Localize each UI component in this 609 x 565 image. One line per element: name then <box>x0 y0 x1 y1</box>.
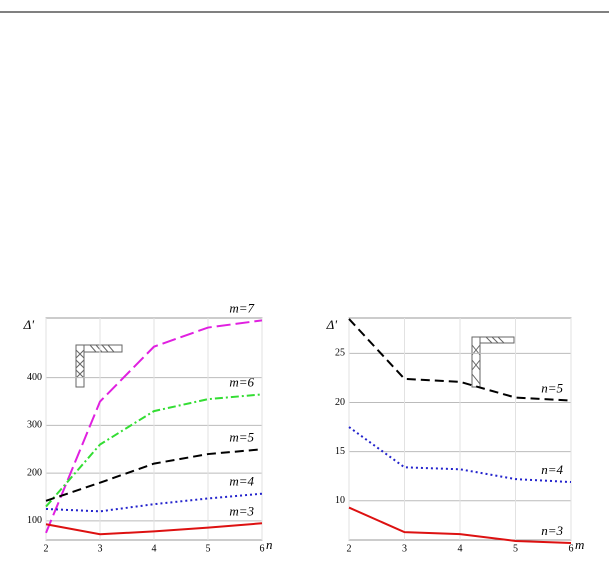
x-tick-label: 5 <box>206 543 211 554</box>
x-tick-label: 2 <box>44 543 49 554</box>
x-tick-label: 3 <box>402 543 407 554</box>
series-line <box>348 426 572 484</box>
y-tick-label: 20 <box>335 397 345 408</box>
inset-icon <box>75 336 515 388</box>
y-tick-label: 400 <box>27 372 42 383</box>
x-tick-label: 5 <box>513 543 518 554</box>
x-axis-label: m <box>575 537 584 552</box>
x-tick-label: 4 <box>458 543 463 554</box>
y-tick-label: 200 <box>27 467 42 478</box>
series-label: n=3 <box>541 523 563 538</box>
y-tick-label: 25 <box>335 348 345 359</box>
series-line <box>45 319 263 534</box>
series-line <box>45 492 263 513</box>
series-label: m=4 <box>229 474 254 489</box>
y-tick-label: 300 <box>27 420 42 431</box>
series-line <box>348 506 572 544</box>
series-label: m=3 <box>229 503 254 518</box>
x-tick-label: 4 <box>152 543 157 554</box>
series-label: n=5 <box>541 380 563 395</box>
x-tick-label: 3 <box>98 543 103 554</box>
x-axis-label: n <box>266 537 273 552</box>
y-tick-label: 15 <box>335 446 345 457</box>
series-label: m=6 <box>229 374 254 389</box>
x-tick-label: 6 <box>569 543 574 554</box>
x-tick-label: 2 <box>347 543 352 554</box>
x-tick-label: 6 <box>260 543 265 554</box>
y-tick-label: 100 <box>27 515 42 526</box>
y-axis-label: Δ' <box>326 317 338 332</box>
y-tick-label: 10 <box>335 495 345 506</box>
series-line <box>45 448 263 502</box>
series-line <box>45 393 263 508</box>
series-label: m=5 <box>229 429 254 444</box>
series-label: m=7 <box>229 300 254 315</box>
y-axis-label: Δ' <box>23 317 35 332</box>
series-label: n=4 <box>541 462 563 477</box>
series-line <box>45 522 263 536</box>
series-line <box>348 318 572 402</box>
